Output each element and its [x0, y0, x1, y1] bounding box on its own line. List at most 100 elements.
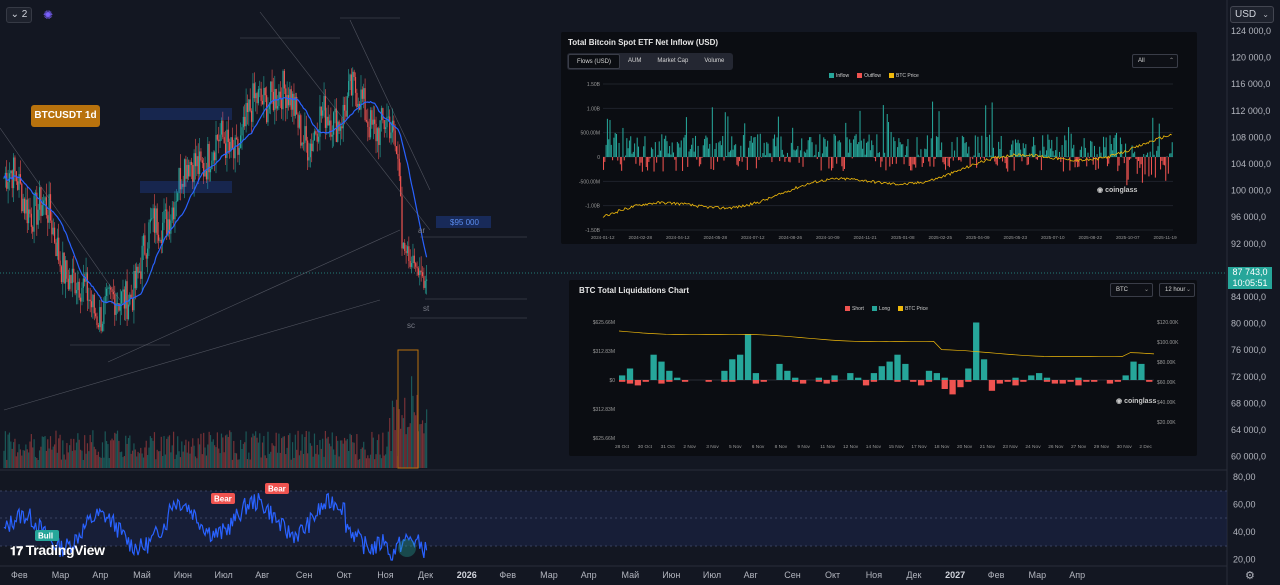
etf-panel-title: Total Bitcoin Spot ETF Net Inflow (USD): [568, 38, 719, 47]
volume-bar: [152, 440, 154, 468]
liq-coin-select[interactable]: BTC ⌄: [1110, 283, 1153, 297]
etf-range-select[interactable]: All ⌃: [1132, 54, 1178, 68]
liq-x-label: 30 Oct: [638, 444, 653, 450]
tab-market-cap[interactable]: Market Cap: [657, 58, 689, 64]
candle: [104, 295, 106, 303]
time-axis-label: Июн: [662, 570, 680, 580]
liq-short-bar: [988, 380, 996, 391]
interval-button[interactable]: ⌄ 2: [6, 7, 32, 23]
etf-flow-bar: [884, 152, 886, 157]
rsi-signal-tag: [211, 493, 235, 504]
currency-select[interactable]: USD ⌄: [1230, 6, 1274, 23]
liq-short-bar: [862, 380, 870, 386]
etf-flow-bar: [916, 137, 918, 157]
candle: [118, 303, 120, 311]
volume-bar: [386, 446, 388, 468]
etf-flow-bar: [811, 142, 813, 157]
volume-bar: [89, 434, 91, 468]
liq-y-right-label: $60.00K: [1157, 380, 1176, 386]
legend-btc-price[interactable]: BTC Price: [889, 73, 919, 79]
etf-flow-bar: [926, 135, 928, 157]
volume-bar: [342, 443, 344, 468]
etf-flow-bar: [1165, 157, 1167, 181]
candle: [376, 128, 378, 142]
candle: [207, 143, 209, 180]
volume-bar: [110, 440, 112, 468]
candle: [394, 130, 396, 147]
volume-bar: [108, 458, 110, 468]
liq-x-label: 8 Nov: [775, 444, 788, 450]
etf-flow-bar: [1047, 134, 1049, 157]
legend-long[interactable]: Long: [871, 306, 890, 312]
etf-flow-bar: [902, 144, 904, 157]
volume-bar: [317, 454, 320, 468]
candle: [322, 110, 324, 116]
gear-icon[interactable]: ⚙: [1245, 570, 1255, 582]
liq-interval-label: 12 hour: [1165, 287, 1186, 293]
etf-flow-bar: [796, 149, 798, 157]
legend-short[interactable]: Short: [845, 306, 864, 312]
liq-x-label: 24 Nov: [1025, 444, 1041, 450]
etf-flow-bar: [621, 157, 623, 171]
volume-bar: [138, 453, 141, 468]
tradingview-logo[interactable]: 𝟏𝟕 TradingView: [10, 542, 105, 559]
volume-bar: [92, 430, 94, 468]
volume-bar: [167, 436, 169, 468]
etf-flow-bar: [851, 157, 853, 159]
legend-inflow-label: Inflow: [836, 73, 850, 79]
candle: [116, 303, 119, 304]
etf-flow-bar: [781, 149, 783, 157]
tab-aum[interactable]: AUM: [628, 58, 642, 64]
etf-flow-bar: [666, 141, 668, 157]
liq-long-bar: [1075, 377, 1082, 380]
candle: [369, 110, 372, 138]
etf-flow-bar: [1061, 145, 1063, 157]
liq-x-label: 28 Oct: [615, 444, 630, 450]
legend-inflow[interactable]: Inflow: [829, 73, 849, 79]
volume-bar: [164, 454, 166, 468]
volume-bar: [59, 434, 61, 468]
liq-long-bar: [619, 375, 626, 380]
volume-bar: [125, 435, 127, 468]
wyckoff-st-label: st: [423, 304, 430, 313]
etf-flow-bar: [1004, 157, 1006, 164]
legend-outflow[interactable]: Outflow: [857, 73, 881, 79]
etf-flow-bar: [881, 157, 883, 162]
legend-btc-price[interactable]: BTC Price: [898, 306, 928, 312]
liq-long-bar: [831, 375, 838, 380]
etf-flow-bar: [818, 151, 820, 157]
time-axis-label: Дек: [418, 570, 433, 580]
volume-bar: [15, 456, 17, 468]
tab-volume[interactable]: Volume: [704, 58, 725, 64]
candle: [214, 152, 216, 161]
etf-flow-bar: [1134, 151, 1136, 157]
etf-flow-bar: [785, 157, 787, 159]
volume-bar: [203, 432, 205, 468]
price-axis: 124 000,0 120 000,0 116 000,0 112 000,0 108 …: [1231, 26, 1271, 462]
etf-flow-bar: [1081, 146, 1083, 157]
candle: [201, 160, 203, 163]
candle: [115, 303, 117, 315]
candle: [304, 126, 306, 143]
candle: [219, 134, 221, 142]
liq-interval-select[interactable]: 12 hour ⌄: [1159, 283, 1195, 297]
etf-flow-bar: [1112, 150, 1114, 157]
etf-flow-bar: [1071, 148, 1073, 157]
etf-flow-bar: [768, 153, 770, 157]
volume-bar: [346, 439, 348, 468]
etf-legend: Inflow Outflow BTC Price: [829, 73, 919, 79]
volume-bar: [315, 453, 317, 468]
volume-bar: [378, 434, 380, 468]
etf-flow-bar: [678, 143, 680, 157]
time-axis-label: Апр: [1069, 570, 1085, 580]
tab-flows[interactable]: Flows (USD): [568, 54, 620, 69]
candle: [379, 120, 381, 146]
liq-short-bar: [1106, 380, 1114, 384]
indicator-swirl-icon[interactable]: ✺: [42, 8, 54, 22]
volume-bar: [376, 440, 378, 468]
volume-bar: [118, 440, 120, 468]
etf-flow-bar: [1156, 150, 1158, 157]
volume-bar: [145, 440, 147, 468]
candle: [63, 252, 65, 284]
